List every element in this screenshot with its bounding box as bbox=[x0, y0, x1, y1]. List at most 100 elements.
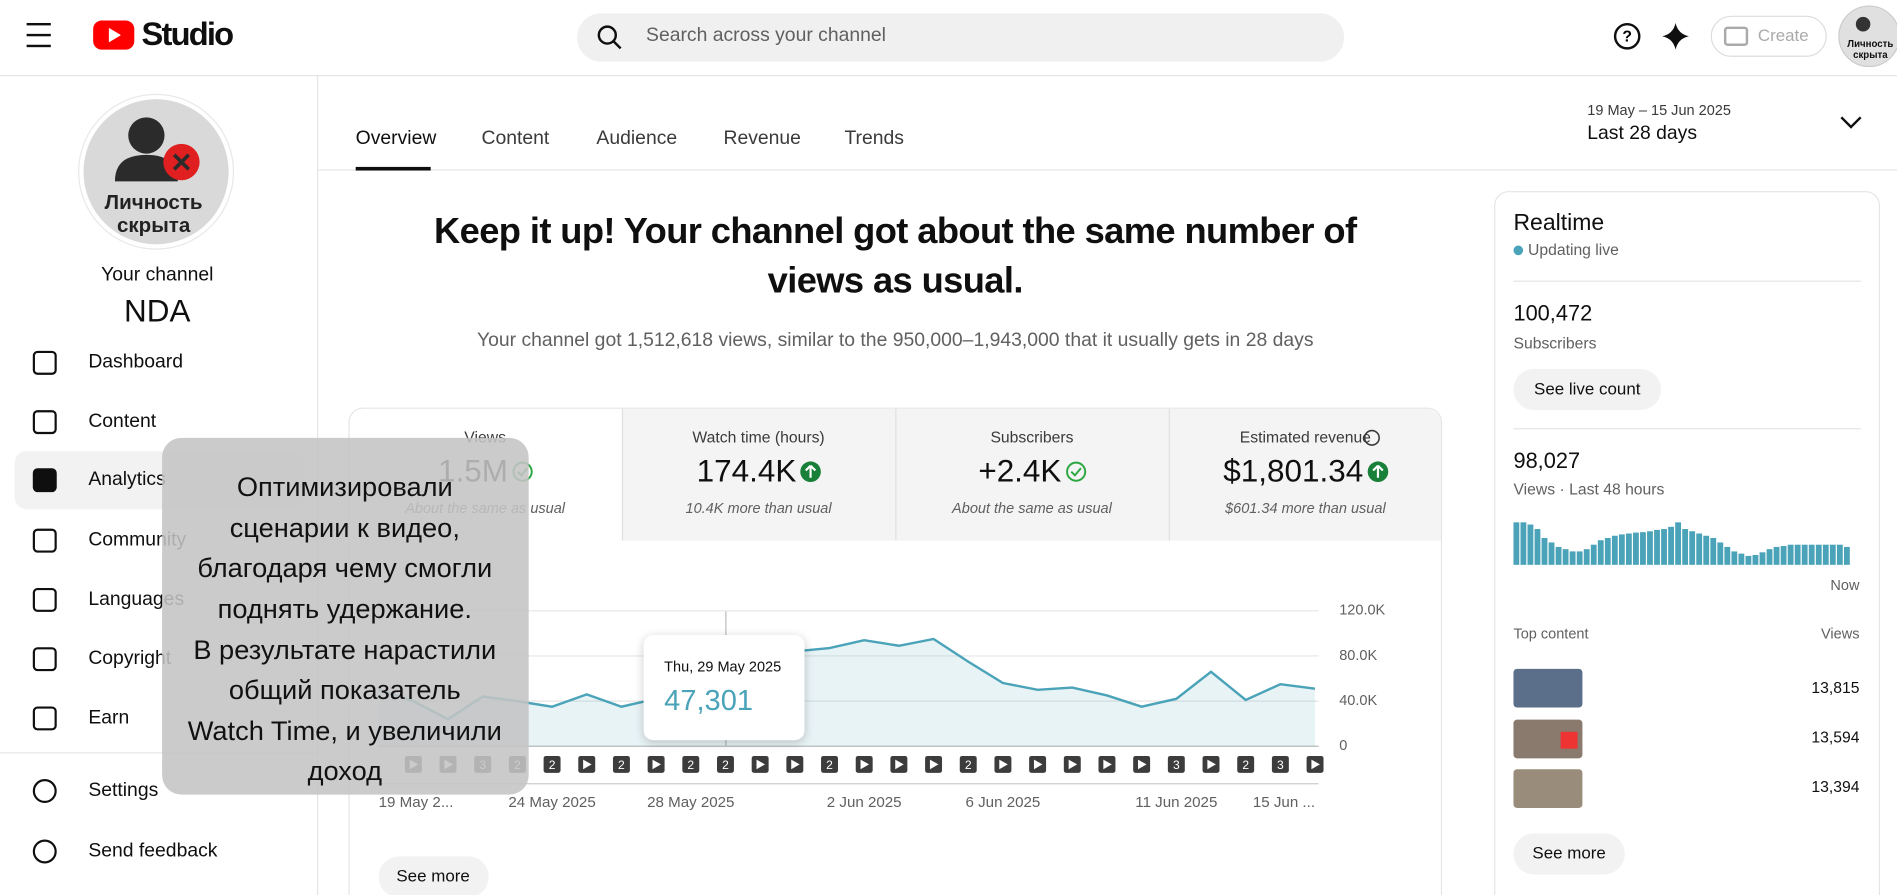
nav-item[interactable]: Earn bbox=[88, 707, 130, 728]
spark-bar bbox=[1562, 549, 1569, 565]
spark-bar bbox=[1520, 522, 1527, 565]
account-avatar bbox=[1855, 16, 1871, 32]
spark-bar bbox=[1548, 542, 1555, 565]
create-button[interactable] bbox=[1710, 15, 1827, 57]
tooltip-value: 47,301 bbox=[664, 684, 753, 718]
top-content-views: 13,594 bbox=[1811, 727, 1860, 747]
search-icon bbox=[612, 40, 622, 50]
spark-bar bbox=[1787, 544, 1794, 565]
video-marker-play bbox=[791, 759, 800, 770]
realtime-title: Realtime bbox=[1513, 210, 1605, 236]
video-marker-count: 3 bbox=[1173, 758, 1180, 772]
nav-icon bbox=[32, 839, 57, 864]
spark-bar bbox=[1808, 544, 1815, 565]
x-tick-label: 19 May 2... bbox=[379, 794, 454, 811]
see-more[interactable]: See more bbox=[1532, 843, 1606, 863]
thumbnail[interactable] bbox=[1513, 668, 1583, 708]
x-tick-label: 28 May 2025 bbox=[647, 794, 734, 811]
y-tick-label: 0 bbox=[1339, 738, 1347, 754]
tab[interactable]: Revenue bbox=[723, 127, 801, 149]
metric-label: Estimated revenue bbox=[1239, 428, 1371, 447]
video-marker-play bbox=[999, 759, 1008, 770]
tab[interactable]: Trends bbox=[844, 127, 904, 149]
nav-item[interactable]: Dashboard bbox=[88, 351, 184, 373]
tab[interactable]: Audience bbox=[596, 127, 678, 149]
help-icon[interactable] bbox=[1613, 22, 1641, 50]
spark-bar bbox=[1773, 546, 1780, 565]
spark-bar bbox=[1569, 551, 1576, 565]
nav-item[interactable]: Analytics bbox=[88, 469, 166, 490]
video-marker-play bbox=[929, 759, 939, 770]
date-period[interactable]: Last 28 days bbox=[1587, 123, 1698, 144]
spark-bar bbox=[1604, 537, 1611, 565]
metric-divider bbox=[621, 408, 624, 541]
date-dropdown[interactable] bbox=[1840, 116, 1862, 129]
spark-bar bbox=[1682, 529, 1689, 565]
nav-item[interactable]: Copyright bbox=[88, 648, 172, 669]
see-more-button[interactable] bbox=[378, 856, 489, 895]
spark-bar bbox=[1675, 522, 1682, 565]
nav-icon bbox=[32, 410, 57, 435]
ai-icon[interactable] bbox=[1662, 22, 1689, 50]
search-icon[interactable] bbox=[597, 25, 617, 45]
nav-icon bbox=[32, 468, 57, 493]
live-count-button[interactable] bbox=[1513, 368, 1662, 411]
y-tick-label: 120.0K bbox=[1339, 603, 1385, 619]
nav-icon bbox=[32, 647, 57, 672]
video-marker-count: 2 bbox=[1242, 758, 1249, 772]
spark-bar bbox=[1689, 531, 1696, 565]
video-marker-count: 2 bbox=[549, 758, 556, 772]
area-fill bbox=[378, 638, 1316, 747]
status-icon bbox=[1070, 467, 1082, 477]
spark-bar bbox=[1822, 544, 1829, 565]
metric-value: 174.4K bbox=[696, 452, 797, 489]
nav-icon bbox=[32, 528, 57, 553]
x-tick-label: 24 May 2025 bbox=[508, 794, 595, 811]
video-marker-play bbox=[1138, 759, 1147, 770]
nav-item[interactable]: Content bbox=[88, 410, 157, 432]
video-marker-play bbox=[652, 759, 661, 770]
logo-text[interactable]: Studio bbox=[141, 15, 235, 53]
video-marker-play bbox=[1207, 759, 1216, 770]
spark-bar bbox=[1583, 549, 1590, 565]
video-marker-count: 2 bbox=[687, 758, 694, 772]
summary: Your channel got 1,512,618 views, simila… bbox=[477, 329, 1314, 351]
divider bbox=[1513, 280, 1861, 282]
spark-bar bbox=[1766, 549, 1773, 565]
live-count-label[interactable]: See live count bbox=[1534, 378, 1641, 399]
search-placeholder[interactable]: Search across your channel bbox=[646, 25, 886, 46]
nav-item[interactable]: Settings bbox=[88, 779, 159, 801]
menu-icon[interactable] bbox=[26, 22, 51, 26]
date-range[interactable]: 19 May – 15 Jun 2025 bbox=[1587, 101, 1731, 119]
status-icon bbox=[1372, 464, 1384, 478]
video-marker-play bbox=[1103, 759, 1112, 770]
overlay-note bbox=[162, 437, 529, 795]
tab[interactable]: Overview bbox=[355, 127, 437, 149]
metric-tabs-bg bbox=[621, 408, 1441, 541]
spark-bar bbox=[1541, 537, 1548, 565]
thumbnail[interactable] bbox=[1513, 769, 1583, 808]
tab[interactable]: Content bbox=[481, 127, 550, 149]
spark-bar bbox=[1618, 534, 1625, 565]
nav-item[interactable]: Languages bbox=[88, 588, 185, 610]
nav-item[interactable]: Send feedback bbox=[88, 840, 218, 861]
see-more[interactable]: See more bbox=[396, 866, 470, 886]
metric-label: Watch time (hours) bbox=[692, 428, 825, 447]
help-icon: ? bbox=[1622, 29, 1632, 46]
create-label[interactable]: Create bbox=[1757, 25, 1809, 45]
overlay-line: общий показатель bbox=[228, 675, 461, 706]
avatar-person bbox=[128, 117, 165, 154]
nav-icon bbox=[32, 779, 57, 803]
thumbnail bbox=[1560, 731, 1578, 749]
headline: Keep it up! Your channel got about the s… bbox=[434, 211, 1357, 302]
metric-label: Subscribers bbox=[990, 428, 1074, 447]
spark-bar bbox=[1611, 535, 1618, 565]
see-more-button[interactable] bbox=[1513, 833, 1625, 875]
nav-item[interactable]: Community bbox=[88, 529, 187, 551]
search-box[interactable] bbox=[577, 13, 1345, 62]
spark-bar bbox=[1640, 532, 1646, 565]
overlay-line: Watch Time, и увеличили bbox=[187, 715, 502, 747]
spark-bar bbox=[1555, 546, 1562, 565]
account-avatar[interactable] bbox=[1838, 5, 1897, 68]
